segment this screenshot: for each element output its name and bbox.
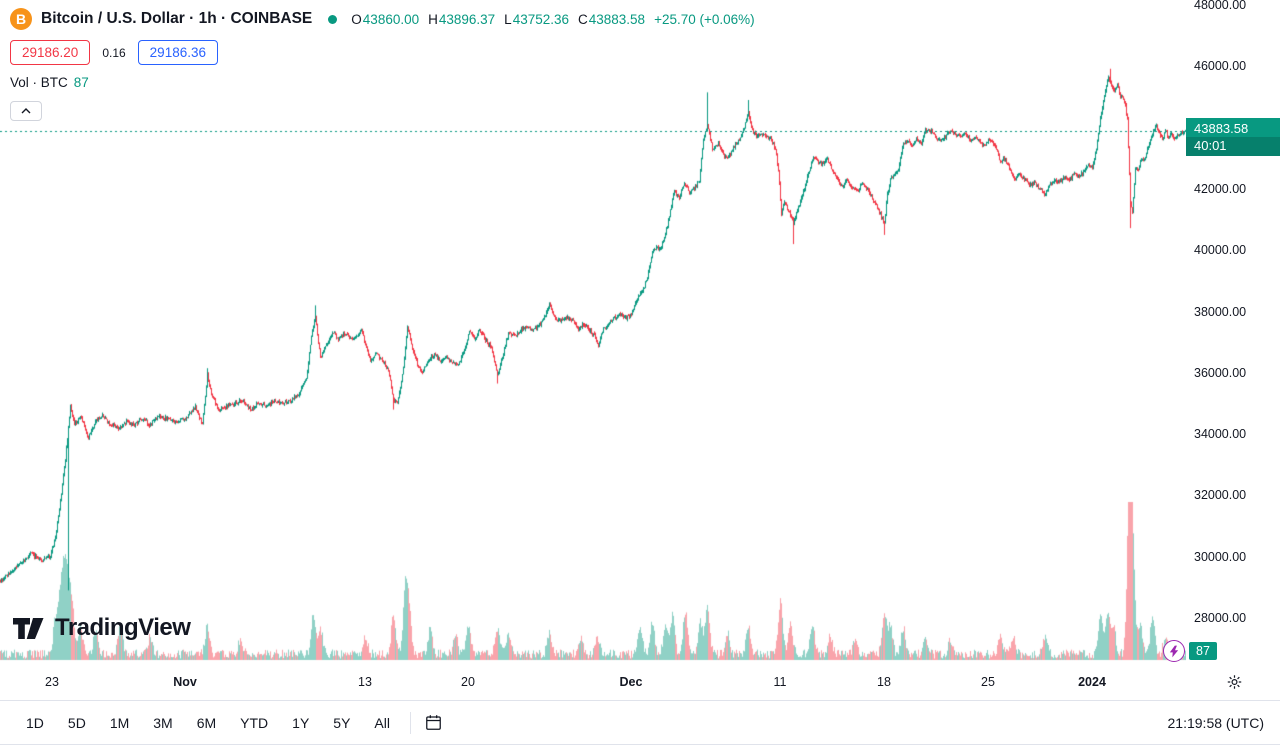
range-button-1m[interactable]: 1M	[100, 710, 139, 736]
watermark-text: TradingView	[55, 614, 191, 641]
time-tick-label: 2024	[1078, 675, 1106, 689]
price-tick-label: 28000.00	[1194, 611, 1247, 625]
change-value: +25.70 (+0.06%)	[654, 11, 755, 27]
ohlc-high: H43896.37	[428, 11, 496, 27]
tradingview-watermark: TradingView	[12, 614, 191, 642]
range-button-5d[interactable]: 5D	[58, 710, 96, 736]
ohlc-values: O43860.00 H43896.37 L43752.36 C43883.58 …	[351, 12, 754, 27]
sell-price-button[interactable]: 29186.20	[10, 40, 91, 65]
time-tick-label: 20	[461, 675, 475, 689]
range-button-3m[interactable]: 3M	[143, 710, 182, 736]
gear-icon	[1227, 675, 1242, 689]
time-tick-label: 25	[981, 675, 995, 689]
chart-region[interactable]: B Bitcoin / U.S. Dollar · 1h · COINBASE …	[0, 0, 1186, 664]
spread-value: 0.16	[102, 45, 126, 60]
symbol-row: B Bitcoin / U.S. Dollar · 1h · COINBASE …	[10, 8, 755, 30]
price-tick-label: 40000.00	[1194, 243, 1247, 258]
time-tick-label: 23	[45, 675, 59, 689]
chevron-up-icon	[21, 108, 31, 114]
lightning-bolt-icon	[1169, 645, 1179, 657]
buy-price-button[interactable]: 29186.36	[137, 40, 218, 65]
volume-value: 87	[73, 75, 89, 90]
last-price-value: 43883.58	[1194, 121, 1249, 137]
ohlc-close: C43883.58	[578, 11, 646, 27]
chart-canvas[interactable]	[0, 0, 1186, 664]
time-tick-label: 13	[358, 675, 372, 689]
range-button-ytd[interactable]: YTD	[230, 710, 278, 736]
ohlc-low: L43752.36	[504, 11, 569, 27]
go-to-date-button[interactable]	[421, 710, 446, 735]
clock-display[interactable]: 21:19:58 (UTC)	[1167, 714, 1264, 731]
range-buttons: 1D 5D 1M 3M 6M YTD 1Y 5Y All	[16, 710, 400, 736]
time-tick-label: 11	[773, 675, 787, 689]
time-tick-label: Dec	[619, 675, 643, 689]
price-tick-label: 38000.00	[1194, 304, 1247, 319]
toolbar-divider	[409, 711, 411, 734]
ohlc-open: O43860.00	[351, 11, 420, 27]
calendar-icon	[426, 715, 441, 730]
time-tick-label: 18	[877, 675, 891, 689]
range-button-1d[interactable]: 1D	[16, 710, 54, 736]
time-tick-label: Nov	[173, 675, 197, 689]
range-button-1y[interactable]: 1Y	[282, 710, 319, 736]
price-tick-label: 32000.00	[1194, 488, 1247, 503]
range-button-5y[interactable]: 5Y	[323, 710, 360, 736]
price-tick-label: 36000.00	[1194, 365, 1247, 380]
price-tick-label: 46000.00	[1194, 59, 1247, 74]
market-status-dot-icon[interactable]	[328, 14, 338, 24]
bar-countdown: 40:01	[1186, 137, 1280, 157]
symbol-title[interactable]: Bitcoin / U.S. Dollar · 1h · COINBASE	[41, 10, 313, 27]
price-tick-label: 42000.00	[1194, 181, 1247, 196]
collapse-legend-button[interactable]	[10, 101, 42, 121]
lightning-icon[interactable]	[1163, 640, 1185, 662]
volume-axis-badge: 87	[1189, 642, 1217, 660]
last-price-badge: 43883.58 40:01	[1186, 118, 1280, 157]
volume-indicator-row: Vol · BTC 87	[10, 75, 89, 90]
price-tick-label: 48000.00	[1194, 0, 1247, 12]
range-button-all[interactable]: All	[364, 710, 400, 736]
volume-label: Vol · BTC	[10, 75, 68, 90]
bitcoin-icon: B	[10, 8, 32, 30]
bottom-toolbar: 1D 5D 1M 3M 6M YTD 1Y 5Y All 21:19:58 (UTC)	[0, 700, 1280, 745]
time-axis[interactable]: 23 Nov 13 20 Dec 11 18 25 2024	[0, 664, 1280, 700]
range-button-6m[interactable]: 6M	[187, 710, 226, 736]
price-axis[interactable]: 43883.58 40:01 87 48000.0046000.0044000.…	[1186, 0, 1280, 664]
chart-legend: B Bitcoin / U.S. Dollar · 1h · COINBASE …	[10, 8, 755, 121]
tradingview-logo-icon	[13, 617, 44, 639]
price-tick-label: 30000.00	[1194, 549, 1247, 564]
trade-buttons-row: 29186.20 0.16 29186.36	[10, 40, 218, 65]
axis-settings-button[interactable]	[1224, 672, 1245, 693]
price-tick-label: 34000.00	[1194, 427, 1247, 442]
